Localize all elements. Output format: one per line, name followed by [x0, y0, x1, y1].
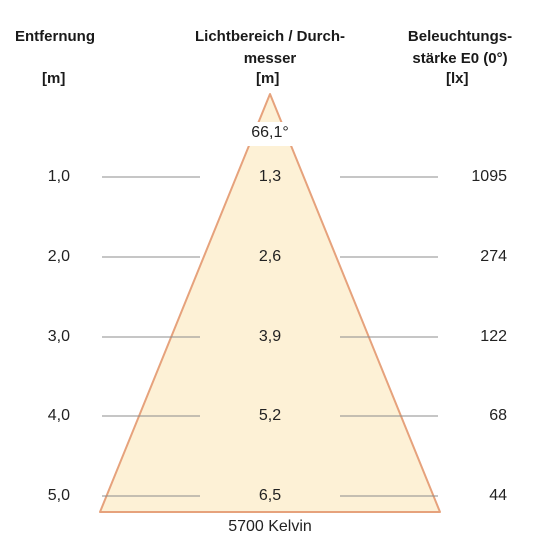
diameter-value: 2,6 [258, 248, 282, 265]
illuminance-value: 274 [480, 248, 507, 265]
distance-header-title: Entfernung [15, 28, 95, 45]
distance-unit: [m] [42, 70, 66, 87]
illuminance-unit: [lx] [446, 70, 469, 87]
color-temperature-label: 5700 Kelvin [228, 518, 312, 535]
light-cone [99, 93, 441, 513]
illuminance-value: 1095 [471, 168, 507, 185]
beam-angle-label: 66,1° [251, 124, 289, 141]
distance-value: 5,0 [47, 487, 70, 504]
distance-value: 1,0 [47, 168, 70, 185]
diameter-value: 5,2 [258, 407, 282, 424]
diameter-value: 6,5 [258, 487, 282, 504]
distance-header: Entfernung [0, 26, 110, 48]
illuminance-value: 68 [489, 407, 507, 424]
distance-value: 4,0 [47, 407, 70, 424]
illuminance-value: 122 [480, 328, 507, 345]
diameter-value: 1,3 [258, 168, 282, 185]
distance-value: 3,0 [47, 328, 70, 345]
beam-angle-badge [236, 122, 304, 146]
diameter-header-line2: messer [243, 50, 297, 67]
illuminance-header-line2: stärke E0 (0°) [412, 50, 508, 67]
diameter-header-line1: Lichtbereich / Durch- [194, 28, 346, 45]
distance-value: 2,0 [47, 248, 70, 265]
guide-lines [102, 176, 438, 497]
diameter-value: 3,9 [258, 328, 282, 345]
diameter-header: Lichtbereich / Durch- messer [160, 26, 380, 70]
diameter-unit: [m] [256, 70, 280, 87]
illuminance-header: Beleuchtungs- stärke E0 (0°) [380, 26, 540, 70]
illuminance-value: 44 [489, 487, 507, 504]
illuminance-header-line1: Beleuchtungs- [407, 28, 513, 45]
